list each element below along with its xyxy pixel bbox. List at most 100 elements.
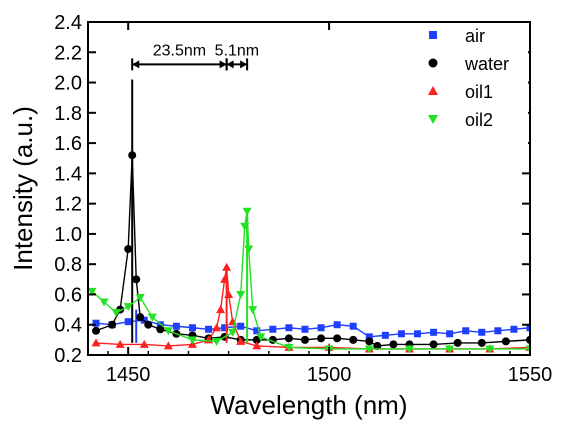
data-point-oil1 (91, 338, 101, 347)
data-point-oil2 (244, 245, 254, 254)
data-point-oil2 (147, 313, 157, 322)
data-point-oil2 (135, 293, 145, 302)
data-point-water (317, 334, 326, 343)
series-line-air (95, 319, 530, 338)
data-point-water (132, 275, 141, 284)
data-point-air (253, 327, 261, 335)
data-point-oil1 (252, 341, 262, 350)
data-point-oil2 (256, 333, 266, 342)
data-point-air (285, 324, 293, 332)
data-point-oil1 (220, 274, 230, 283)
data-point-water (144, 320, 153, 329)
series-air (92, 309, 530, 343)
legend-box (395, 24, 528, 148)
data-point-air (188, 324, 196, 332)
y-tick-label: 1.2 (54, 194, 82, 216)
annotation-arrowhead (240, 60, 248, 69)
data-point-oil1 (139, 339, 149, 348)
data-point-oil1 (216, 305, 226, 314)
axis-ticks: 1450 1500 1550 0.2 0.4 0.6 0.8 1.0 1.2 1.4 1.6 1.8 2… (54, 12, 552, 386)
data-point-oil2 (242, 207, 252, 216)
y-tick-label: 2.2 (54, 42, 82, 64)
data-point-air (333, 321, 341, 329)
legend-marker-oil2 (428, 115, 438, 124)
data-point-water (124, 245, 133, 254)
data-point-air (462, 327, 470, 335)
data-point-oil2 (445, 345, 455, 354)
series-line-water (95, 155, 530, 347)
series-water (92, 79, 530, 350)
data-point-oil2 (88, 287, 97, 296)
data-point-oil1 (163, 341, 173, 350)
data-point-air (349, 322, 357, 330)
y-tick-label: 0.4 (54, 315, 82, 337)
data-point-oil2 (111, 309, 121, 318)
data-point-air (221, 324, 229, 332)
x-axis-label: Wavelength (nm) (211, 390, 408, 420)
series-line-oil1 (95, 267, 530, 350)
data-point-water (333, 334, 342, 343)
annotation-label: 23.5nm (153, 42, 206, 59)
data-point-oil1 (115, 339, 125, 348)
data-point-air (478, 328, 486, 336)
legend-marker-air (429, 31, 437, 39)
data-point-water (477, 338, 486, 347)
series-oil2 (88, 207, 530, 354)
data-point-oil2 (404, 345, 414, 354)
data-point-water (284, 334, 293, 343)
data-point-oil1 (224, 289, 234, 298)
legend-marker-water (428, 58, 438, 68)
annotation-arrowhead (226, 60, 234, 69)
annotation-arrowhead (219, 60, 227, 69)
data-point-oil1 (212, 323, 222, 332)
legend-marker-oil1 (428, 86, 438, 95)
data-point-air (124, 318, 132, 326)
data-point-oil1 (236, 336, 246, 345)
data-point-water (365, 337, 374, 346)
data-point-air (397, 330, 405, 338)
data-point-air (301, 325, 309, 333)
legend-label-oil2: oil2 (465, 110, 493, 130)
data-point-oil2 (187, 336, 197, 345)
data-point-air (446, 330, 454, 338)
annotation-label: 5.1nm (215, 42, 259, 59)
y-tick-label: 1.6 (54, 133, 82, 155)
data-point-water (92, 326, 101, 335)
data-point-water (136, 313, 145, 322)
data-point-oil2 (163, 327, 173, 336)
data-point-water (300, 335, 309, 344)
data-point-air (413, 330, 421, 338)
data-point-oil2 (248, 306, 258, 315)
y-axis-label: Intensity (a.u.) (8, 106, 38, 271)
data-point-oil2 (525, 345, 530, 354)
data-point-water (373, 341, 382, 350)
data-point-oil2 (284, 343, 294, 352)
data-point-air (269, 325, 277, 333)
y-tick-label: 0.8 (54, 254, 82, 276)
data-point-oil2 (212, 337, 222, 346)
data-point-water (128, 151, 137, 160)
data-point-air (365, 333, 373, 341)
annotation-arrowhead (132, 60, 140, 69)
data-point-oil2 (364, 345, 374, 354)
y-tick-label: 1.0 (54, 224, 82, 246)
y-tick-label: 1.8 (54, 103, 82, 125)
data-point-air (317, 324, 325, 332)
x-tick-label: 1450 (106, 364, 151, 386)
data-point-water (453, 338, 462, 347)
data-point-air (237, 322, 245, 330)
data-point-oil2 (228, 328, 238, 337)
annotations: 23.5nm 5.1nm (131, 42, 259, 71)
data-point-oil2 (123, 303, 133, 312)
data-point-oil2 (485, 345, 495, 354)
x-tick-label: 1500 (307, 364, 352, 386)
y-tick-label: 2.0 (54, 73, 82, 95)
data-point-air (430, 328, 438, 336)
legend-label-air: air (465, 26, 485, 46)
data-point-water (156, 325, 165, 334)
data-point-air (526, 324, 530, 332)
data-point-air (92, 319, 100, 327)
y-tick-label: 0.2 (54, 345, 82, 367)
